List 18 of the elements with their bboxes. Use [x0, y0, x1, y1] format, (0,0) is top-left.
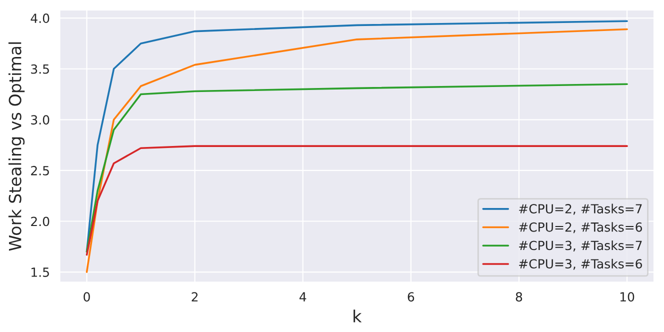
y-axis-title: Work Stealing vs Optimal [8, 42, 25, 251]
x-tick-label: 10 [620, 292, 634, 302]
x-tick-label: 8 [516, 292, 522, 302]
x-tick-label: 4 [300, 292, 306, 302]
legend-label: #CPU=3, #Tasks=6 [519, 258, 642, 270]
y-tick-label: 2.5 [31, 166, 49, 176]
legend-label: #CPU=2, #Tasks=6 [519, 222, 642, 234]
y-tick-label: 3.0 [31, 115, 50, 125]
x-axis-title: k [354, 310, 362, 322]
y-tick-label: 4.0 [30, 14, 50, 24]
x-tick-label: 6 [408, 292, 414, 302]
legend-label: #CPU=3, #Tasks=7 [519, 240, 642, 252]
x-tick-label: 2 [192, 292, 198, 302]
x-tick-label: 0 [84, 292, 90, 302]
legend-label: #CPU=2, #Tasks=7 [519, 204, 642, 215]
y-tick-label: 1.5 [32, 268, 49, 277]
y-tick-label: 3.5 [31, 64, 49, 74]
y-tick-label: 2.0 [31, 216, 50, 226]
